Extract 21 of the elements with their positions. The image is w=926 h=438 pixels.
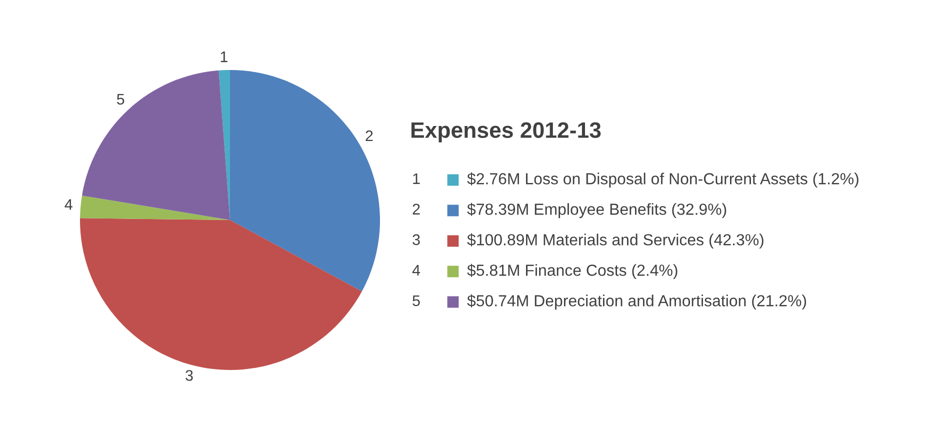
- pie-slice: [218, 70, 230, 220]
- legend-label: 1: [413, 173, 420, 184]
- slice-label: 2: [366, 130, 373, 142]
- legend-label: 3: [412, 234, 420, 246]
- slice-label: 3: [186, 370, 193, 381]
- pie-slice: [80, 196, 230, 220]
- slice-label: 5: [116, 94, 124, 105]
- slice-label: 4: [64, 199, 72, 210]
- pie-slice: [230, 70, 380, 292]
- text: $5.81M Finance Costs (2.4%): [467, 264, 678, 280]
- pie-slice: [80, 218, 362, 370]
- legend-label: 4: [412, 264, 420, 276]
- text: $50.74M Depreciation and Amortisation (21.2%): [467, 294, 806, 310]
- text: $78.39M Employee Benefits (32.9%): [467, 202, 726, 218]
- text: Expenses 2012-13: [411, 122, 601, 142]
- pie-slice: [82, 70, 230, 220]
- legend-label: 2: [412, 204, 420, 214]
- text: $2.76M Loss on Disposal of Non-Current Assets (1.2%): [467, 172, 858, 188]
- slice-label: 1: [220, 52, 228, 62]
- text: $100.89M Materials and Services (42.3%): [467, 233, 764, 249]
- legend-label: 5: [412, 295, 420, 306]
